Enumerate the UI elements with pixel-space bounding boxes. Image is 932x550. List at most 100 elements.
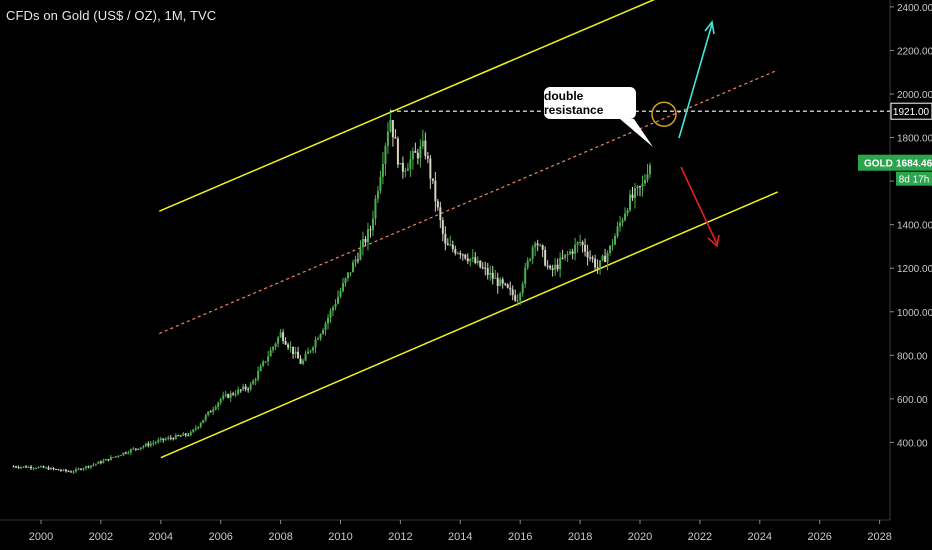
candle-body: [424, 140, 427, 156]
candle-body: [292, 346, 295, 355]
candle-body: [521, 283, 524, 294]
candle-body: [47, 467, 50, 470]
candle-body: [366, 229, 369, 243]
candle-body: [317, 338, 320, 340]
candle-body: [356, 259, 359, 261]
candle-body: [621, 220, 624, 223]
candle-body: [474, 257, 477, 264]
candle-body: [257, 371, 260, 380]
candle-body: [309, 350, 312, 352]
candle-body: [302, 360, 305, 364]
candle-body: [641, 183, 644, 187]
candle-body: [139, 447, 142, 449]
arrow-down-head: [707, 234, 720, 248]
candle-body: [274, 343, 277, 347]
candle-body: [62, 469, 65, 471]
arrow-up: [678, 23, 713, 139]
arrow-down: [680, 166, 718, 245]
candle-body: [554, 264, 557, 270]
candle-body: [624, 213, 627, 221]
x-tick-label: 2016: [508, 531, 532, 543]
candle-body: [414, 151, 417, 153]
candle-body: [99, 461, 102, 463]
candle-body: [594, 258, 597, 268]
last-price-symbol: GOLD: [864, 159, 893, 170]
candle-body: [267, 356, 270, 362]
candle-body: [426, 155, 429, 159]
candle-body: [272, 346, 275, 351]
candle-body: [59, 470, 62, 472]
candle-body: [207, 411, 210, 416]
candle-body: [566, 253, 569, 255]
candle-body: [254, 379, 257, 381]
candle-body: [237, 389, 240, 395]
candle-body: [601, 255, 604, 261]
candle-body: [576, 242, 579, 245]
candle-body: [132, 448, 135, 450]
candle-body: [386, 131, 389, 146]
candle-body: [494, 277, 497, 279]
candle-body: [337, 296, 340, 304]
candle-body: [64, 469, 67, 472]
candle-body: [399, 163, 402, 165]
candle-body: [109, 457, 112, 461]
x-tick-label: 2004: [149, 531, 173, 543]
candle-body: [591, 257, 594, 259]
candle-body: [27, 466, 30, 468]
candle-body: [25, 466, 28, 468]
candle-body: [52, 467, 55, 470]
candle-body: [436, 201, 439, 208]
candle-body: [67, 471, 70, 473]
candle-body: [574, 244, 577, 254]
y-tick-label: 1800.00: [897, 134, 932, 145]
countdown-badge: [896, 171, 932, 186]
candle-body: [54, 469, 57, 471]
candle-body: [112, 457, 115, 459]
candle-body: [334, 303, 337, 308]
y-tick-label: 800.00: [897, 351, 928, 362]
candle-body: [351, 262, 354, 273]
candle-body: [604, 255, 607, 263]
candle-body: [129, 449, 132, 453]
candle-body: [479, 260, 482, 268]
y-tick-label: 600.00: [897, 395, 928, 406]
candle-body: [152, 442, 155, 444]
x-tick-label: 2006: [208, 531, 232, 543]
candle-body: [421, 140, 424, 147]
x-tick-label: 2012: [388, 531, 412, 543]
candle-body: [17, 467, 20, 469]
candle-body: [466, 258, 469, 262]
candle-body: [324, 323, 327, 331]
candle-body: [544, 249, 547, 266]
candle-body: [149, 443, 152, 446]
candle-body: [15, 466, 18, 468]
x-tick-label: 2024: [748, 531, 772, 543]
candle-body: [451, 244, 454, 249]
candle-body: [127, 452, 130, 454]
candle-body: [35, 468, 38, 470]
candle-body: [42, 466, 45, 468]
x-tick-label: 2018: [568, 531, 592, 543]
candle-body: [222, 395, 225, 399]
candle-body: [229, 393, 232, 398]
candle-body: [249, 384, 252, 390]
candle-body: [282, 332, 285, 342]
candle-body: [77, 468, 80, 470]
candle-body: [643, 180, 646, 184]
candle-body: [599, 260, 602, 268]
candle-body: [37, 466, 40, 469]
x-tick-label: 2020: [628, 531, 652, 543]
candle-body: [536, 243, 539, 246]
candle-body: [369, 229, 372, 231]
candle-body: [406, 168, 409, 171]
candle-body: [137, 448, 140, 450]
candle-body: [349, 272, 352, 274]
candle-body: [496, 277, 499, 286]
candle-body: [194, 428, 197, 430]
candle-body: [606, 253, 609, 263]
candle-body: [376, 191, 379, 199]
candle-body: [312, 347, 315, 351]
candle-body: [416, 152, 419, 159]
candle-body: [534, 243, 537, 248]
